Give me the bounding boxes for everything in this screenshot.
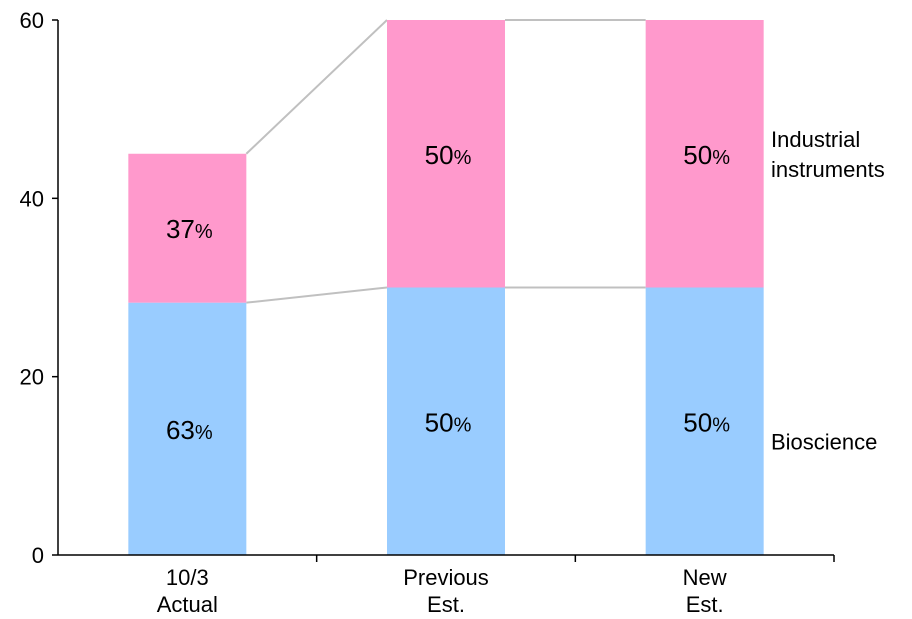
bar-industrial-2: [645, 20, 764, 288]
data-label-bioscience-1: 50%: [425, 407, 472, 437]
axes: 0 20 40 60 10/3 Actual Previous Est. New Est.: [20, 8, 835, 617]
legend: Bioscience Industrial instruments: [771, 127, 885, 455]
legend-label-bioscience: Bioscience: [771, 429, 877, 454]
bar-industrial-0: [128, 153, 247, 303]
bars: [128, 20, 764, 555]
category-label-2: New Est.: [683, 565, 727, 617]
bar-bioscience-0: [128, 302, 247, 555]
data-label-industrial-2: 50%: [683, 140, 730, 170]
data-label-bioscience-2: 50%: [683, 407, 730, 437]
y-tick-label-40: 40: [20, 186, 44, 211]
y-tick-label-0: 0: [32, 543, 44, 568]
connector-line-0-0: [246, 286, 388, 304]
category-label-0: 10/3 Actual: [157, 565, 218, 617]
data-label-industrial-0: 37%: [166, 214, 213, 244]
data-label-bioscience-0: 63%: [166, 415, 213, 445]
legend-label-industrial: Industrial instruments: [771, 127, 885, 182]
bar-bioscience-2: [645, 287, 764, 555]
category-label-1: Previous Est.: [403, 565, 489, 617]
bar-industrial-1: [387, 20, 505, 288]
y-tick-label-20: 20: [20, 365, 44, 390]
y-tick-label-60: 60: [20, 8, 44, 33]
connector-line-0-1: [245, 19, 388, 155]
data-labels: 63% 37% 50% 50% 50% 50%: [166, 140, 730, 445]
data-label-industrial-1: 50%: [425, 140, 472, 170]
connector-lines: [245, 19, 646, 304]
bar-bioscience-1: [387, 287, 505, 555]
